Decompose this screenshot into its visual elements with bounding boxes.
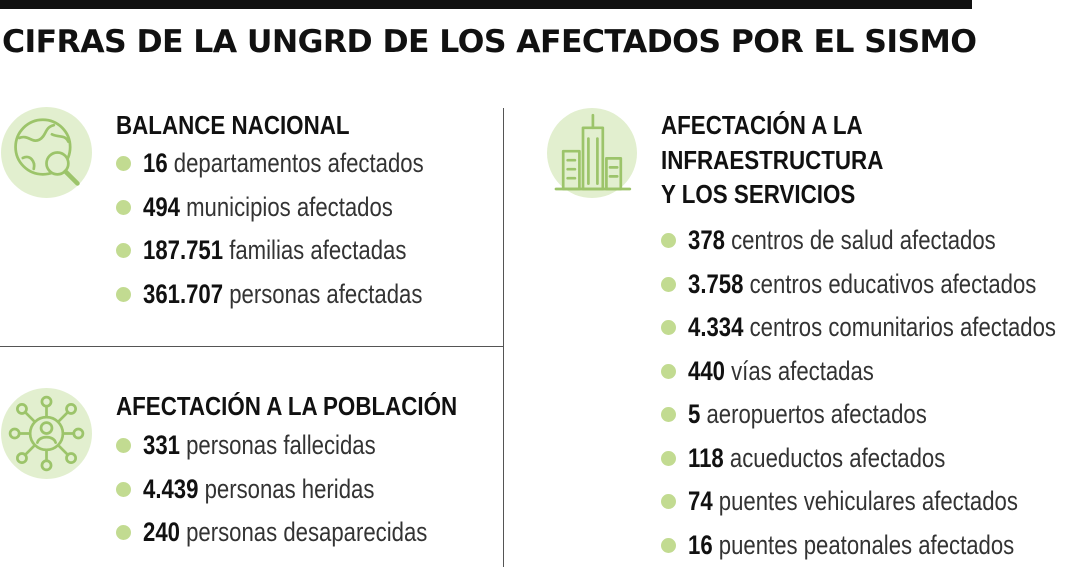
item-value: 361.707	[143, 279, 223, 309]
list-item: 16 puentes peatonales afectados	[661, 530, 1080, 573]
item-label: municipios afectados	[186, 192, 393, 222]
section-title-poblacion: AFECTACIÓN A LA POBLACIÓN	[116, 389, 457, 424]
list-item: 440 vías afectadas	[661, 356, 1080, 400]
list-item: 74 puentes vehiculares afectados	[661, 486, 1080, 530]
top-rule	[0, 0, 972, 9]
people-network-icon	[1, 388, 92, 479]
bullet-dot	[661, 494, 676, 509]
list-item: 378 centros de salud afectados	[661, 225, 1080, 269]
buildings-icon	[547, 108, 637, 198]
bullet-dot	[661, 364, 676, 379]
item-value: 16	[143, 148, 168, 178]
bullet-dot	[116, 243, 131, 258]
bullet-dot	[661, 451, 676, 466]
item-label: personas desaparecidas	[186, 517, 427, 547]
list-item: 16 departamentos afectados	[116, 148, 485, 192]
list-item: 331 personas fallecidas	[116, 430, 490, 474]
item-value: 74	[688, 486, 713, 516]
item-label: centros comunitarios afectados	[750, 312, 1056, 342]
globe-magnifier-icon	[1, 107, 92, 198]
item-label: vías afectadas	[731, 356, 874, 386]
item-value: 440	[688, 356, 725, 386]
section-divider	[0, 346, 504, 347]
bullet-dot	[661, 407, 676, 422]
list-item: 4.439 personas heridas	[116, 474, 490, 518]
item-value: 494	[143, 192, 180, 222]
bullet-dot	[661, 233, 676, 248]
list-item: 240 personas desaparecidas	[116, 517, 490, 561]
list-item: 187.751 familias afectadas	[116, 235, 485, 279]
item-value: 240	[143, 517, 180, 547]
item-label: familias afectadas	[229, 235, 406, 265]
bullet-dot	[116, 200, 131, 215]
section-title-line: AFECTACIÓN A LA	[661, 108, 883, 143]
list-item: 118 acueductos afectados	[661, 443, 1080, 487]
bullet-dot	[661, 320, 676, 335]
item-value: 3.758	[688, 269, 743, 299]
item-value: 378	[688, 225, 725, 255]
item-label: personas heridas	[205, 474, 375, 504]
bullet-dot	[116, 287, 131, 302]
list-item: 4.334 centros comunitarios afectados	[661, 312, 1080, 356]
infraestructura-list: 378 centros de salud afectados 3.758 cen…	[661, 225, 1080, 573]
item-label: puentes peatonales afectados	[719, 530, 1014, 560]
bullet-dot	[116, 525, 131, 540]
page-title: CIFRAS DE LA UNGRD DE LOS AFECTADOS POR …	[2, 24, 976, 60]
section-title-infraestructura: AFECTACIÓN A LA INFRAESTRUCTURA Y LOS SE…	[661, 108, 883, 212]
bullet-dot	[661, 277, 676, 292]
bullet-dot	[116, 482, 131, 497]
item-label: centros educativos afectados	[750, 269, 1037, 299]
item-value: 331	[143, 430, 180, 460]
item-label: personas afectadas	[229, 279, 422, 309]
item-value: 16	[688, 530, 713, 560]
bullet-dot	[661, 538, 676, 553]
poblacion-list: 331 personas fallecidas 4.439 personas h…	[116, 430, 490, 561]
column-divider	[503, 108, 504, 567]
item-label: personas fallecidas	[186, 430, 376, 460]
item-label: aeropuertos afectados	[706, 399, 926, 429]
item-value: 4.334	[688, 312, 743, 342]
item-label: acueductos afectados	[730, 443, 945, 473]
section-title-line: INFRAESTRUCTURA	[661, 143, 883, 178]
item-value: 187.751	[143, 235, 223, 265]
list-item: 361.707 personas afectadas	[116, 279, 485, 323]
balance-list: 16 departamentos afectados 494 municipio…	[116, 148, 485, 322]
list-item: 5 aeropuertos afectados	[661, 399, 1080, 443]
item-label: departamentos afectados	[174, 148, 424, 178]
item-value: 4.439	[143, 474, 198, 504]
item-label: puentes vehiculares afectados	[719, 486, 1018, 516]
item-value: 5	[688, 399, 700, 429]
section-title-balance: BALANCE NACIONAL	[116, 108, 350, 143]
bullet-dot	[116, 156, 131, 171]
item-value: 118	[688, 443, 724, 473]
list-item: 494 municipios afectados	[116, 192, 485, 236]
list-item: 3.758 centros educativos afectados	[661, 269, 1080, 313]
section-title-line: Y LOS SERVICIOS	[661, 177, 883, 212]
bullet-dot	[116, 438, 131, 453]
item-label: centros de salud afectados	[731, 225, 996, 255]
